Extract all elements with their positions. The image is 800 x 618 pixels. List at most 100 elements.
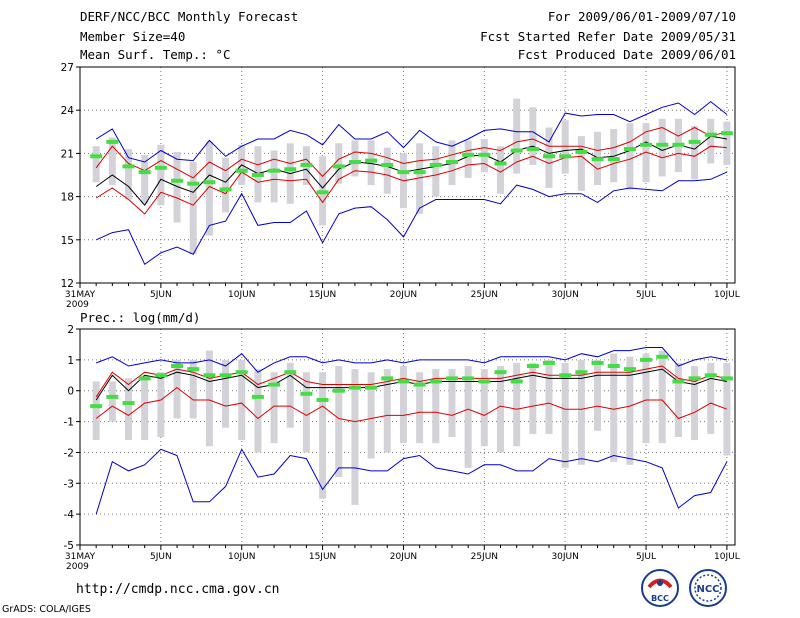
panel1-box — [529, 107, 537, 165]
panel1-frame — [79, 66, 736, 284]
panel2-median-marker — [251, 394, 264, 399]
panel2-median-marker — [300, 391, 313, 396]
panel2-xtick-label: 10JUN — [228, 552, 255, 562]
panel2-median-marker — [284, 370, 297, 375]
panel1-median-marker — [90, 154, 103, 159]
panel2-box — [707, 362, 715, 434]
panel1-median-marker — [122, 164, 135, 169]
panel2-box — [302, 372, 310, 453]
panel2-ytick-label: -3 — [64, 478, 74, 490]
panel2-box — [286, 362, 294, 428]
panel1-box — [205, 141, 213, 236]
chart-title: DERF/NCC/BCC Monthly Forecast — [80, 9, 299, 24]
panel1-min-line — [95, 171, 728, 266]
panel2-box — [658, 350, 666, 444]
panel1-box — [141, 154, 149, 204]
panel2-median-marker — [348, 385, 361, 390]
panel1-median-marker — [672, 142, 685, 147]
panel1-median-marker — [623, 147, 636, 152]
bcc-logo-text: BCC — [651, 594, 669, 603]
panel1-xtick-label: 10JUN — [228, 290, 255, 300]
panel1-box — [157, 144, 165, 206]
panel1-median-marker — [203, 180, 216, 185]
panel2-box — [513, 362, 521, 447]
panel1-median-marker — [462, 152, 475, 157]
panel2-median-marker — [203, 373, 216, 378]
panel1-box — [125, 149, 133, 200]
panel1-median-marker — [607, 157, 620, 162]
panel2-median-marker — [268, 382, 281, 387]
panel2-box — [577, 359, 585, 465]
panel2-box — [529, 362, 537, 434]
precip-panel-title: Prec.: log(mm/d) — [80, 310, 200, 325]
panel2-median-marker — [413, 382, 426, 387]
panel2-median-marker — [656, 354, 669, 359]
panel2-median-marker — [478, 379, 491, 384]
panel2-box — [545, 359, 553, 434]
panel2-box — [173, 359, 181, 419]
panel2-median-marker — [510, 379, 523, 384]
panel2-median-marker — [559, 373, 572, 378]
panel2-box — [448, 369, 456, 437]
panel2-box — [383, 369, 391, 453]
panel2-median-marker — [462, 376, 475, 381]
panel1-median-marker — [219, 187, 232, 192]
panel2-ytick-label: 0 — [67, 386, 74, 398]
footer-url[interactable]: http://cmdp.ncc.cma.gov.cn — [76, 582, 280, 597]
panel2-median-marker — [429, 379, 442, 384]
panel2-ytick-label: -5 — [64, 540, 74, 552]
panel2-box — [432, 369, 440, 444]
panel1-ytick-label: 21 — [61, 148, 74, 160]
panel2-upper-line — [95, 365, 727, 398]
panel1-box — [416, 143, 424, 214]
panel2-box — [108, 381, 116, 422]
panel2-ytick-label: 2 — [67, 324, 74, 336]
panel2-box — [92, 381, 100, 441]
panel2-median-marker — [365, 385, 378, 390]
panel2-median-marker — [575, 370, 588, 375]
panel1-box — [626, 123, 634, 190]
panel1-median-marker — [106, 139, 119, 144]
panel1-xtick-label: 31MAY — [65, 290, 96, 300]
bcc-logo: BCC — [641, 569, 679, 607]
panel2-box — [351, 369, 359, 505]
panel1-median-marker — [138, 170, 151, 175]
panel1-xtick-label: 15JUN — [309, 290, 336, 300]
panel2-box — [464, 366, 472, 468]
panel2-median-marker — [219, 373, 232, 378]
member-size: Member Size=40 — [80, 29, 186, 44]
panel2-box — [335, 366, 343, 478]
panel2-box — [594, 359, 602, 431]
panel1-ytick-label: 24 — [61, 105, 75, 117]
panel1-xtick-label: 5JUN — [150, 290, 172, 300]
panel2-box — [238, 359, 246, 441]
panel1-median-marker — [413, 170, 426, 175]
panel2-xtick-label: 31MAY — [65, 552, 96, 562]
panel1-xtick-label: 25JUN — [471, 290, 498, 300]
panel2-median-marker — [397, 379, 410, 384]
panel2-lower-line — [95, 386, 728, 423]
panel1-box — [513, 98, 521, 174]
panel2-box — [157, 372, 165, 437]
produced-date: Fcst Produced Date 2009/06/01 — [517, 47, 736, 62]
panel1-mean-line — [95, 135, 727, 207]
panel2-median-marker — [720, 376, 733, 381]
panel2-box — [723, 362, 731, 456]
panel1-median-marker — [591, 157, 604, 162]
panel2-xtick-label: 25JUN — [471, 552, 498, 562]
panel1-box — [691, 126, 699, 180]
grads-credit: GrADS: COLA/IGES — [2, 604, 91, 615]
panel2-xtick-label: 10JUL — [714, 552, 740, 562]
panel2-median-marker — [235, 370, 248, 375]
panel1-median-marker — [300, 162, 313, 167]
panel1-box — [383, 147, 391, 194]
panel2-ytick-label: 1 — [67, 355, 74, 367]
panel2-ytick-label: -2 — [64, 447, 74, 459]
panel1-median-marker — [348, 160, 361, 165]
panel2-box — [254, 369, 262, 453]
panel1-median-marker — [494, 161, 507, 166]
panel1-box — [173, 151, 181, 223]
panel2-median-marker — [688, 376, 701, 381]
panel1-median-marker — [365, 158, 378, 163]
panel2-box — [626, 356, 634, 465]
